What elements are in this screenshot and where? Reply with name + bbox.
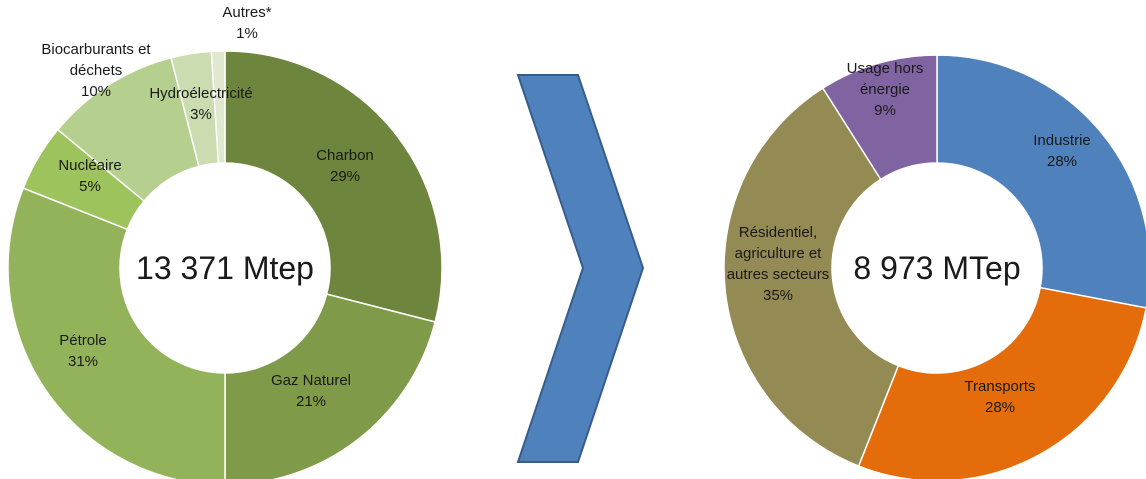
right-label-line: autres secteurs [727,266,830,283]
left-slice-gaz-naturel [224,293,437,479]
left-slice-autres [210,50,226,165]
left-label-line: 3% [190,106,212,123]
left-label-line: 5% [79,178,101,195]
right-label-line: Résidentiel, [739,224,817,241]
left-label-line: Biocarburants et [41,41,151,58]
left-label-nucleaire: Nucléaire 5% [58,157,121,195]
left-label-line: 31% [68,353,98,370]
left-label-line: 21% [296,393,326,410]
left-label-line: 1% [236,25,258,42]
right-label-line: 28% [1047,153,1077,170]
left-label-line: Pétrole [59,332,107,349]
right-label-transports: Transports 28% [964,378,1035,416]
final-consumption-donut: Industrie 28% Transports 28% Résidentiel, agr… [723,54,1146,479]
left-label-autres: Autres* 1% [222,4,271,42]
flow-arrow [516,74,645,463]
right-slice-usage-hors-energie [821,54,938,181]
left-slice-petrole [7,187,226,479]
right-center-total: 8 973 MTep [853,250,1020,286]
right-slice-residentiel-agriculture-et-autres-secteurs [723,87,900,468]
left-label-line: Gaz Naturel [271,372,351,389]
left-label-line: Autres* [222,4,271,21]
right-slice-transports [857,286,1146,479]
left-label-line: 29% [330,168,360,185]
left-label-line: Nucléaire [58,157,121,174]
left-label-charbon: Charbon 29% [316,147,374,185]
right-label-industrie: Industrie 28% [1033,132,1091,170]
left-label-line: 10% [81,83,111,100]
right-slice-industrie [936,54,1146,309]
left-label-line: déchets [70,62,123,79]
right-label-line: 28% [985,399,1015,416]
left-label-hydroelectricite: Hydroélectricité 3% [149,85,252,123]
right-label-line: énergie [860,81,910,98]
right-label-line: Transports [964,378,1035,395]
left-label-line: Charbon [316,147,374,164]
left-label-line: Hydroélectricité [149,85,252,102]
right-label-line: Industrie [1033,132,1091,149]
right-label-usage-hors-energie: Usage hors énergie 9% [847,60,924,119]
right-label-line: 9% [874,102,896,119]
left-slice-charbon [224,50,443,323]
left-label-biocarburants-et-dechets: Biocarburants et déchets 10% [41,41,151,100]
left-label-gaz-naturel: Gaz Naturel 21% [271,372,351,410]
right-label-line: agriculture et [735,245,823,262]
left-label-petrole: Pétrole 31% [59,332,107,370]
left-center-total: 13 371 Mtep [136,250,314,286]
right-label-line: Usage hors [847,60,924,77]
right-label-line: 35% [763,287,793,304]
right-label-residentiel-agriculture-et-autres-secteurs: Résidentiel, agriculture et autres secteur… [727,224,830,304]
primary-energy-donut: Charbon 29% Gaz Naturel 21% Pétrole 31% Nucléa… [7,4,443,479]
